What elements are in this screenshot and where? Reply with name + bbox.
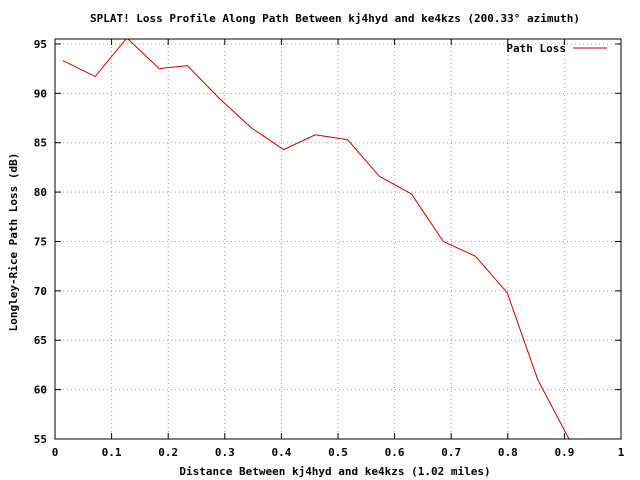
x-tick-label: 0.4 — [271, 446, 291, 459]
grid — [55, 39, 621, 439]
y-tick-label: 90 — [34, 87, 47, 100]
x-tick-label: 0 — [52, 446, 59, 459]
x-tick-label: 0.1 — [102, 446, 122, 459]
x-tick-label: 0.3 — [215, 446, 235, 459]
y-tick-label: 95 — [34, 38, 47, 51]
legend-label: Path Loss — [506, 42, 566, 55]
y-tick-label: 70 — [34, 285, 47, 298]
y-tick-label: 75 — [34, 235, 47, 248]
y-tick-label: 55 — [34, 433, 47, 446]
x-tick-label: 0.2 — [158, 446, 178, 459]
x-tick-label: 0.8 — [498, 446, 518, 459]
x-tick-label: 0.7 — [441, 446, 461, 459]
ticks — [54, 39, 622, 440]
x-tick-label: 0.5 — [328, 446, 348, 459]
x-tick-label: 0.9 — [554, 446, 574, 459]
y-tick-label: 65 — [34, 334, 47, 347]
y-tick-label: 60 — [34, 384, 47, 397]
x-tick-labels: 0 0.1 0.2 0.3 0.4 0.5 0.6 0.7 0.8 0.9 1 — [52, 446, 625, 459]
x-tick-label: 0.6 — [385, 446, 405, 459]
y-axis-label: Longley-Rice Path Loss (dB) — [7, 153, 20, 332]
chart-title: SPLAT! Loss Profile Along Path Between k… — [90, 12, 580, 25]
x-axis-label: Distance Between kj4hyd and ke4kzs (1.02… — [179, 465, 490, 478]
series-layer — [62, 39, 570, 439]
y-tick-label: 85 — [34, 137, 47, 150]
y-tick-labels: 55 60 65 70 75 80 85 90 95 — [34, 38, 47, 446]
series-line-path-loss — [62, 39, 570, 439]
y-tick-label: 80 — [34, 186, 47, 199]
legend: Path Loss — [506, 42, 607, 55]
x-tick-label: 1 — [618, 446, 625, 459]
